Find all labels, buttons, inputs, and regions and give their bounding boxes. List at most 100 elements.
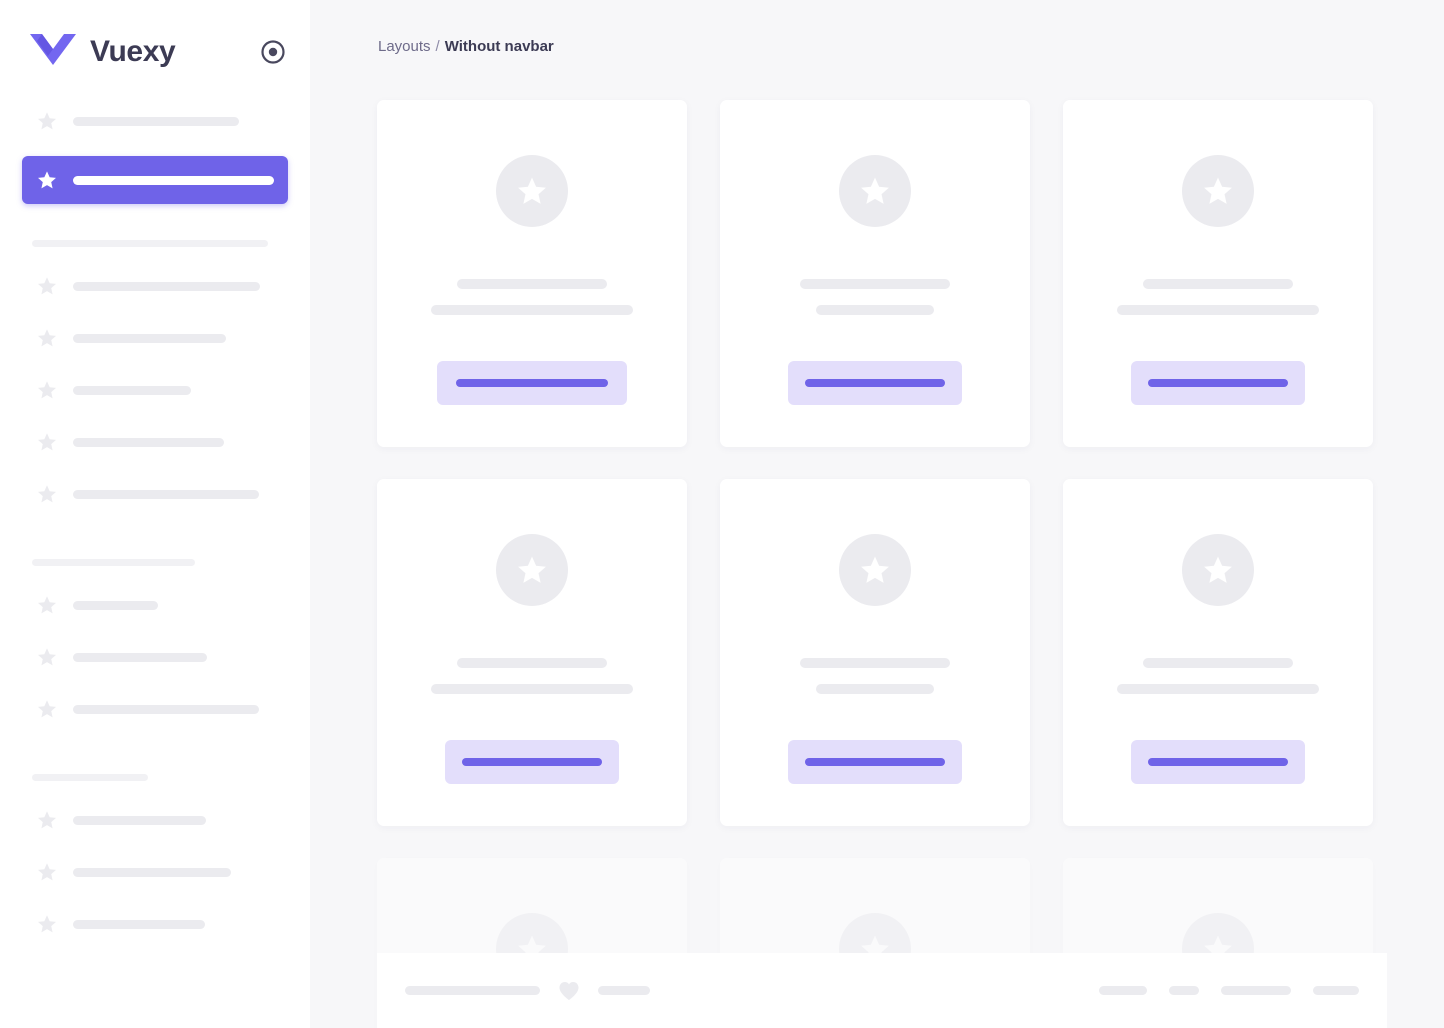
star-icon [36,594,58,616]
star-icon [36,379,58,401]
card-cta-button[interactable] [788,740,962,784]
footer-text-placeholder [405,986,540,995]
card-cta-button[interactable] [1131,361,1305,405]
avatar [496,534,568,606]
sidebar-item-label [73,652,207,662]
sidebar-item[interactable] [22,803,288,837]
card-cta-label-placeholder [1148,758,1288,766]
sidebar-item[interactable] [22,156,288,204]
card-cta-button[interactable] [445,740,619,784]
avatar [1182,155,1254,227]
footer-secondary-placeholder [598,986,650,995]
footer-link-placeholder[interactable] [1169,986,1199,995]
card-text-placeholders [377,658,687,694]
footer-link-placeholder[interactable] [1099,986,1147,995]
sidebar-section-divider [32,240,268,247]
brand-name: Vuexy [90,35,176,68]
avatar [839,155,911,227]
card-title-placeholder [457,658,607,668]
card-text-placeholders [1063,279,1373,315]
breadcrumb-current: Without navbar [444,38,554,55]
star-icon [36,809,58,831]
sidebar-item[interactable] [22,373,288,407]
pin-toggle-icon[interactable] [260,39,286,65]
sidebar-item-label [73,437,224,447]
star-icon [36,913,58,935]
avatar [1182,534,1254,606]
sidebar-item[interactable] [22,855,288,889]
sidebar-section-divider [32,774,148,781]
star-icon [36,861,58,883]
breadcrumb: Layouts / Without navbar [310,0,1444,55]
sidebar-item-label [73,815,206,825]
card-title-placeholder [1143,658,1293,668]
sidebar-item-label [73,704,259,714]
sidebar-item[interactable] [22,588,288,622]
sidebar-item-label [73,867,231,877]
star-icon [36,275,58,297]
footer-left-group [405,980,650,1002]
card-cta-label-placeholder [1148,379,1288,387]
content-card[interactable] [377,479,687,826]
card-title-placeholder [800,279,950,289]
sidebar-nav [0,104,310,941]
card-subtitle-placeholder [431,305,633,315]
sidebar-item[interactable] [22,477,288,511]
card-cta-button[interactable] [437,361,627,405]
sidebar-item[interactable] [22,269,288,303]
sidebar-item-label [73,116,239,126]
sidebar-item-label [73,489,259,499]
card-title-placeholder [800,658,950,668]
content-card[interactable] [377,100,687,447]
card-grid [377,100,1387,1028]
card-text-placeholders [1063,658,1373,694]
avatar [496,155,568,227]
sidebar-item[interactable] [22,104,288,138]
star-icon [36,698,58,720]
card-subtitle-placeholder [1117,305,1319,315]
star-icon [36,431,58,453]
content-card[interactable] [720,100,1030,447]
heart-icon [558,980,580,1002]
avatar [839,534,911,606]
sidebar-item[interactable] [22,640,288,674]
breadcrumb-parent[interactable]: Layouts [378,38,431,55]
sidebar-item[interactable] [22,425,288,459]
content-card[interactable] [720,479,1030,826]
sidebar-item[interactable] [22,321,288,355]
sidebar-section-divider [32,559,195,566]
star-icon [36,646,58,668]
sidebar: Vuexy [0,0,310,1028]
brand[interactable]: Vuexy [30,32,260,72]
card-cta-label-placeholder [805,758,945,766]
star-icon [36,327,58,349]
sidebar-item[interactable] [22,692,288,726]
card-cta-button[interactable] [788,361,962,405]
sidebar-item-label [73,600,158,610]
content-card[interactable] [1063,479,1373,826]
footer-right-group [1099,986,1359,995]
footer-link-placeholder[interactable] [1221,986,1291,995]
card-cta-label-placeholder [805,379,945,387]
card-text-placeholders [720,279,1030,315]
card-cta-label-placeholder [462,758,602,766]
sidebar-item[interactable] [22,907,288,941]
card-cta-label-placeholder [456,379,608,387]
card-subtitle-placeholder [816,305,934,315]
card-title-placeholder [1143,279,1293,289]
star-icon [36,483,58,505]
breadcrumb-separator: / [435,38,440,55]
card-subtitle-placeholder [431,684,633,694]
vuexy-chevron-logo-icon [30,32,76,72]
card-cta-button[interactable] [1131,740,1305,784]
sidebar-item-label [73,919,205,929]
content-card[interactable] [1063,100,1373,447]
footer-bar [377,953,1387,1028]
footer-link-placeholder[interactable] [1313,986,1359,995]
sidebar-item-label [73,385,191,395]
card-subtitle-placeholder [1117,684,1319,694]
star-icon [36,169,58,191]
sidebar-item-label [73,333,226,343]
sidebar-header: Vuexy [0,0,310,104]
